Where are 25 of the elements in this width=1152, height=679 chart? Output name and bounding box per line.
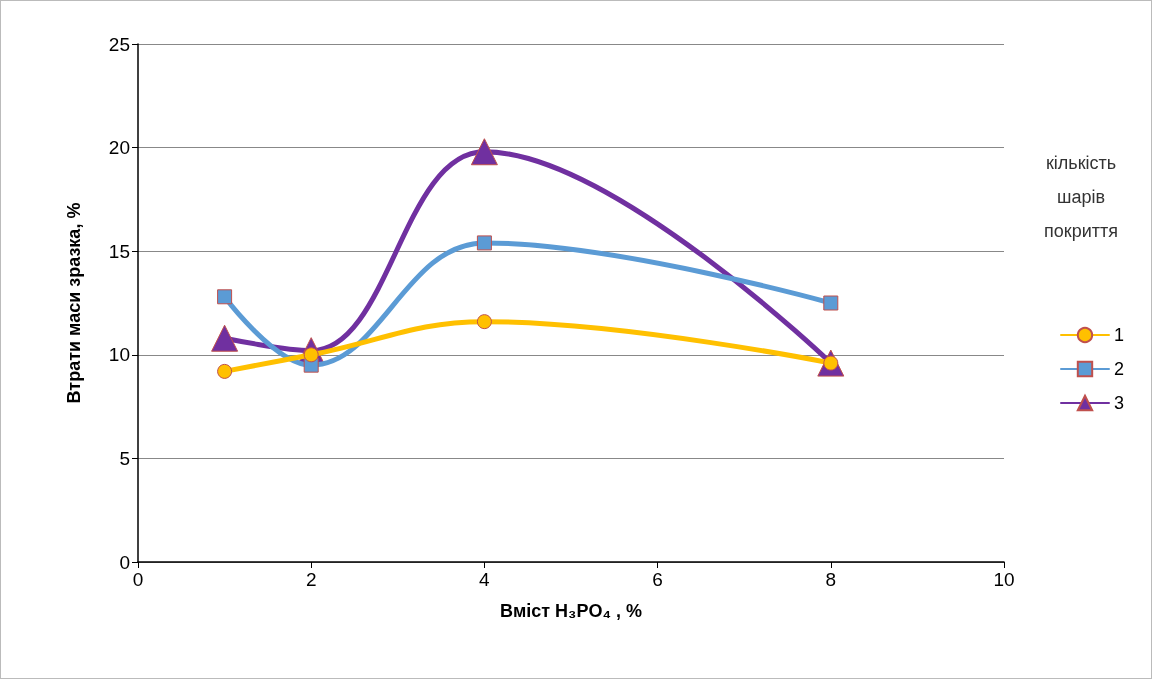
point [211,324,239,352]
legend-title: кількість шарів покриття [1044,153,1118,241]
y-tick-label: 15 [108,240,130,262]
legend-label: 3 [1113,393,1124,413]
point [217,363,233,379]
y-tick-label: 0 [119,551,130,573]
legend-label: 1 [1113,325,1124,345]
x-tick-label: 6 [652,569,663,590]
x-tick-label: 4 [479,569,491,590]
x-tick-label: 8 [825,569,837,590]
point [476,314,492,330]
y-axis-title: Втрати маси зразка, % [64,202,84,404]
legend-label: 2 [1113,359,1124,379]
point [217,289,233,305]
x-axis-title: Вміст H₃PO₄ , % [499,601,643,621]
y-tick-label: 5 [119,447,130,469]
x-tick-label: 10 [993,569,1015,590]
x-tick-label: 0 [132,569,144,590]
point [823,295,839,311]
x-tick-label: 2 [305,569,317,590]
y-tick-label: 20 [108,137,130,159]
y-tick-label: 10 [108,344,130,366]
point [476,235,492,251]
point [470,138,498,166]
y-tick-label: 25 [108,33,130,55]
